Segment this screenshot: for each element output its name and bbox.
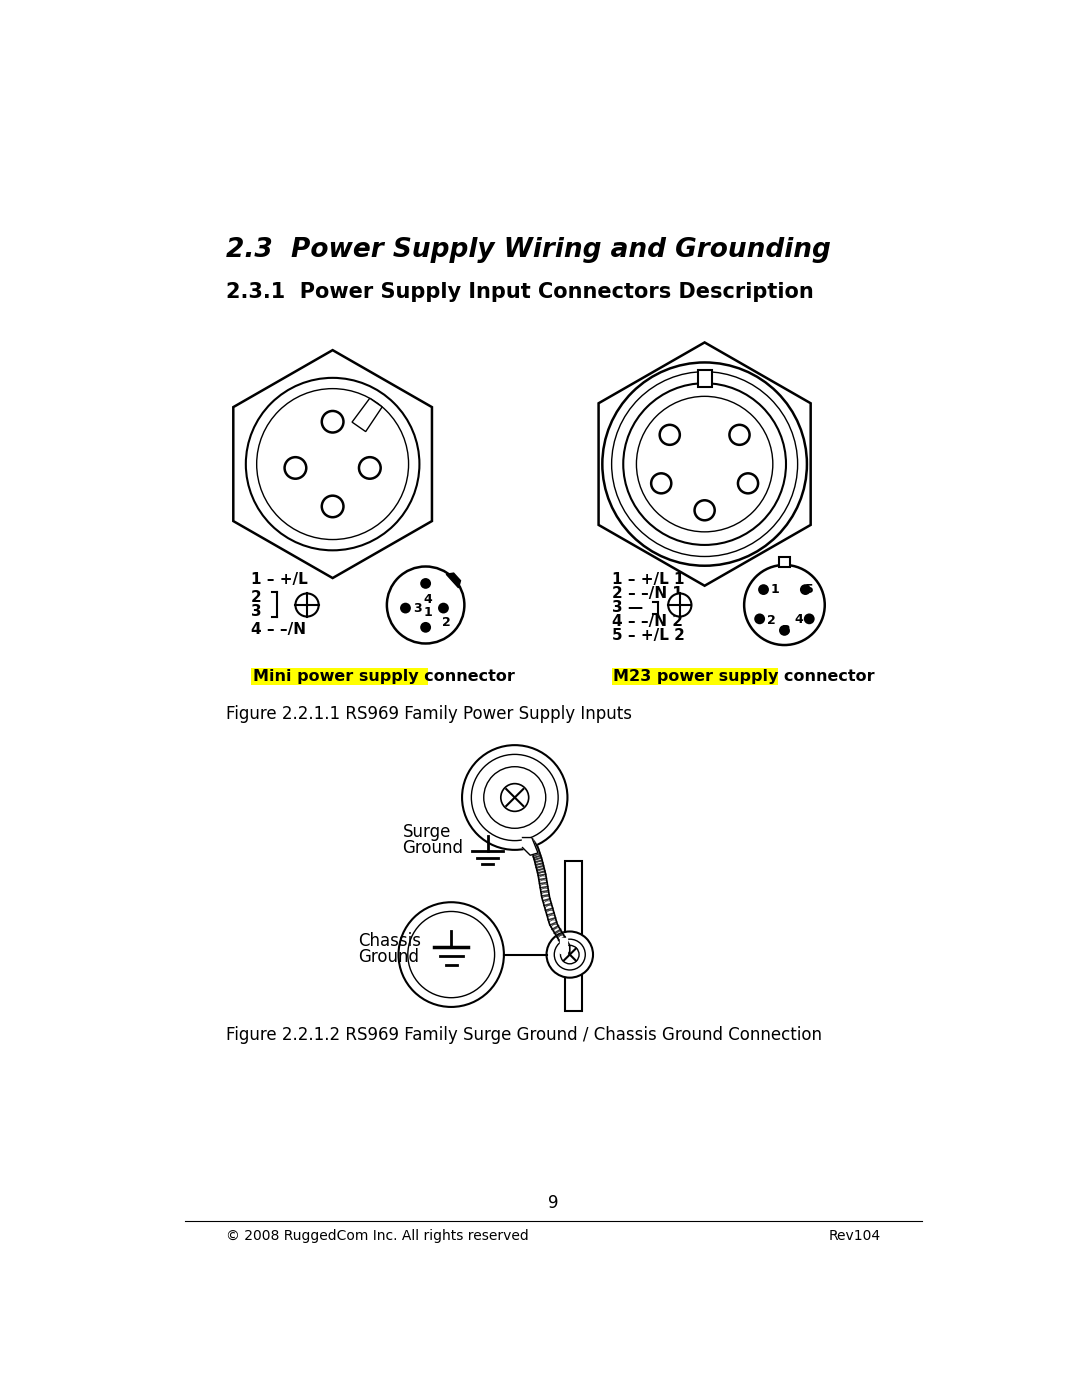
- Text: 9: 9: [549, 1194, 558, 1213]
- Circle shape: [779, 624, 789, 636]
- Text: 2.3  Power Supply Wiring and Grounding: 2.3 Power Supply Wiring and Grounding: [227, 237, 832, 263]
- Text: Ground: Ground: [403, 838, 463, 856]
- Circle shape: [758, 584, 769, 595]
- Circle shape: [408, 911, 495, 997]
- Polygon shape: [561, 937, 567, 953]
- Bar: [252, 668, 428, 685]
- Text: 2 – –/N 1: 2 – –/N 1: [611, 585, 683, 601]
- Text: Figure 2.2.1.2 RS969 Family Surge Ground / Chassis Ground Connection: Figure 2.2.1.2 RS969 Family Surge Ground…: [227, 1027, 823, 1044]
- Circle shape: [660, 425, 679, 444]
- Circle shape: [420, 578, 431, 588]
- Text: 4 – –/N 2: 4 – –/N 2: [611, 613, 683, 629]
- Circle shape: [400, 602, 410, 613]
- Bar: [611, 668, 779, 685]
- Circle shape: [257, 388, 408, 539]
- Text: 1: 1: [423, 606, 432, 619]
- Text: Ground: Ground: [359, 949, 419, 965]
- Text: 2.3.1  Power Supply Input Connectors Description: 2.3.1 Power Supply Input Connectors Desc…: [227, 282, 814, 302]
- Circle shape: [420, 622, 431, 633]
- Text: 3: 3: [782, 624, 791, 637]
- Circle shape: [438, 602, 449, 613]
- Text: Chassis: Chassis: [359, 932, 421, 950]
- Bar: [779, 557, 789, 567]
- Circle shape: [322, 411, 343, 433]
- Text: 4 – –/N: 4 – –/N: [252, 622, 307, 637]
- Circle shape: [611, 372, 798, 556]
- Circle shape: [636, 397, 773, 532]
- Circle shape: [800, 584, 811, 595]
- Text: Rev104: Rev104: [828, 1229, 880, 1243]
- Text: 3 —: 3 —: [611, 599, 643, 615]
- Circle shape: [554, 939, 585, 970]
- Circle shape: [246, 377, 419, 550]
- Circle shape: [603, 362, 807, 566]
- Polygon shape: [598, 342, 811, 585]
- Text: 3: 3: [414, 602, 422, 615]
- Circle shape: [754, 613, 765, 624]
- Text: 2: 2: [767, 613, 775, 627]
- Text: 1 – +/L: 1 – +/L: [252, 573, 308, 587]
- Circle shape: [561, 946, 579, 964]
- Circle shape: [462, 745, 567, 849]
- Bar: [565, 861, 582, 1011]
- Text: 3: 3: [252, 604, 261, 619]
- Circle shape: [284, 457, 307, 479]
- Text: 1: 1: [770, 583, 780, 597]
- Text: 1 – +/L 1: 1 – +/L 1: [611, 573, 684, 587]
- Circle shape: [669, 594, 691, 616]
- Circle shape: [296, 594, 319, 616]
- Circle shape: [359, 457, 380, 479]
- Text: 4: 4: [794, 613, 804, 626]
- Polygon shape: [352, 398, 382, 432]
- Circle shape: [744, 564, 825, 645]
- Text: Mini power supply connector: Mini power supply connector: [253, 669, 515, 685]
- Circle shape: [501, 784, 529, 812]
- Circle shape: [484, 767, 545, 828]
- Circle shape: [729, 425, 750, 444]
- Polygon shape: [446, 573, 460, 588]
- Circle shape: [322, 496, 343, 517]
- Text: Figure 2.2.1.1 RS969 Family Power Supply Inputs: Figure 2.2.1.1 RS969 Family Power Supply…: [227, 705, 633, 724]
- Circle shape: [623, 383, 786, 545]
- Text: 5: 5: [805, 583, 813, 597]
- Polygon shape: [233, 351, 432, 578]
- Text: Surge: Surge: [403, 823, 450, 841]
- Bar: [698, 370, 712, 387]
- Circle shape: [651, 474, 672, 493]
- Text: © 2008 RuggedCom Inc. All rights reserved: © 2008 RuggedCom Inc. All rights reserve…: [227, 1229, 529, 1243]
- Circle shape: [387, 567, 464, 644]
- Circle shape: [738, 474, 758, 493]
- Circle shape: [471, 754, 558, 841]
- Text: 4: 4: [423, 592, 432, 606]
- Circle shape: [546, 932, 593, 978]
- Circle shape: [399, 902, 504, 1007]
- Polygon shape: [523, 838, 538, 855]
- Text: 2: 2: [442, 616, 450, 629]
- Text: 5 – +/L 2: 5 – +/L 2: [611, 627, 685, 643]
- Text: 2: 2: [252, 590, 262, 605]
- Circle shape: [694, 500, 715, 520]
- Text: M23 power supply connector: M23 power supply connector: [613, 669, 875, 685]
- Circle shape: [804, 613, 814, 624]
